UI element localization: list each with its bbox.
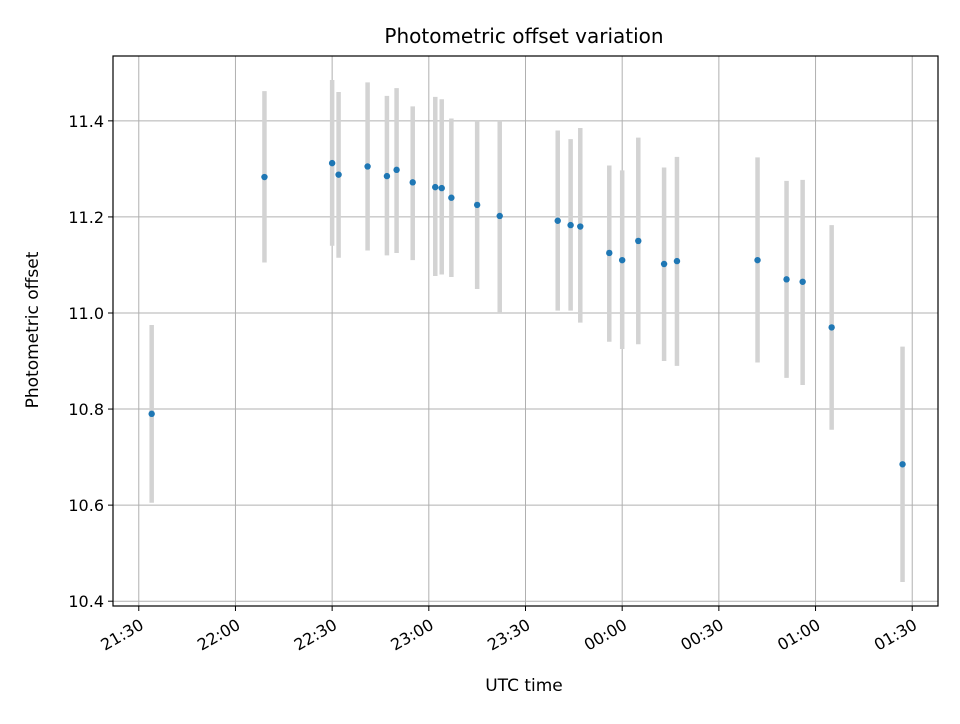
data-point [606,249,613,257]
x-tick-label: 23:30 [484,615,533,655]
x-tick-label: 23:00 [387,615,436,655]
data-point [432,183,439,191]
data-point [409,179,416,186]
data-point [335,171,342,178]
data-point [496,212,503,220]
point-layer [148,159,906,468]
data-point [899,461,906,468]
x-tick-label: 21:30 [97,615,146,655]
data-point [567,221,574,229]
data-point [660,260,668,268]
data-point [473,201,481,209]
tick-layer: 21:30 22:00 22:30 23:00 23:30 00:00 00:30 01:00… [68,112,920,655]
data-point [754,256,761,264]
grid-layer [113,56,938,606]
data-point [383,172,391,180]
data-point [328,159,336,167]
data-point [148,410,155,418]
data-point [393,166,400,174]
y-tick-label: 11.4 [68,112,104,131]
x-tick-label: 22:00 [194,615,243,655]
x-tick-label: 22:30 [291,615,340,655]
y-tick-label: 10.6 [68,496,104,515]
y-tick-label: 10.4 [68,592,104,611]
y-axis-title: Photometric offset [23,251,43,408]
errorbar-layer [149,80,905,582]
y-tick-label: 11.2 [68,208,104,227]
y-tick-label: 11.0 [68,304,104,323]
data-point [438,184,445,192]
data-point [554,217,561,224]
y-tick-label: 10.8 [68,400,104,419]
data-point [635,237,642,245]
data-point [448,194,455,201]
x-tick-label: 00:00 [581,615,630,655]
x-tick-label: 01:00 [774,615,823,655]
x-tick-label: 01:30 [871,615,920,655]
data-point [673,257,681,265]
chart-title: Photometric offset variation [384,24,663,48]
x-axis-title: UTC time [485,676,563,696]
data-point [364,163,371,170]
data-point [828,324,835,331]
data-point [799,278,806,285]
x-tick-label: 00:30 [677,615,726,655]
data-point [783,276,790,283]
data-point [618,256,626,264]
data-point [577,223,584,230]
data-point [261,173,268,181]
